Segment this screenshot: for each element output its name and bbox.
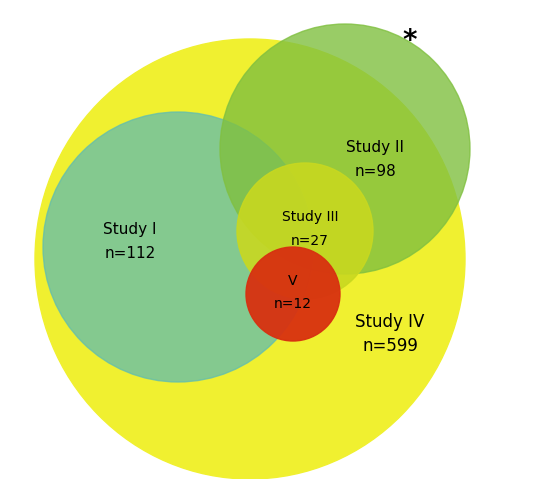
Circle shape <box>246 247 340 341</box>
Text: n=112: n=112 <box>104 246 156 261</box>
Circle shape <box>220 24 470 274</box>
Text: Study II: Study II <box>346 139 404 155</box>
Circle shape <box>43 112 313 382</box>
Ellipse shape <box>35 39 465 479</box>
Text: n=98: n=98 <box>354 163 396 179</box>
Text: Study IV: Study IV <box>356 313 424 331</box>
Text: Study I: Study I <box>103 221 157 237</box>
Text: *: * <box>403 27 417 55</box>
Text: Study III: Study III <box>282 210 338 224</box>
Text: n=599: n=599 <box>362 337 418 355</box>
Text: n=27: n=27 <box>291 234 329 248</box>
Text: n=12: n=12 <box>274 297 312 311</box>
Circle shape <box>237 163 373 299</box>
Text: V: V <box>288 274 298 288</box>
